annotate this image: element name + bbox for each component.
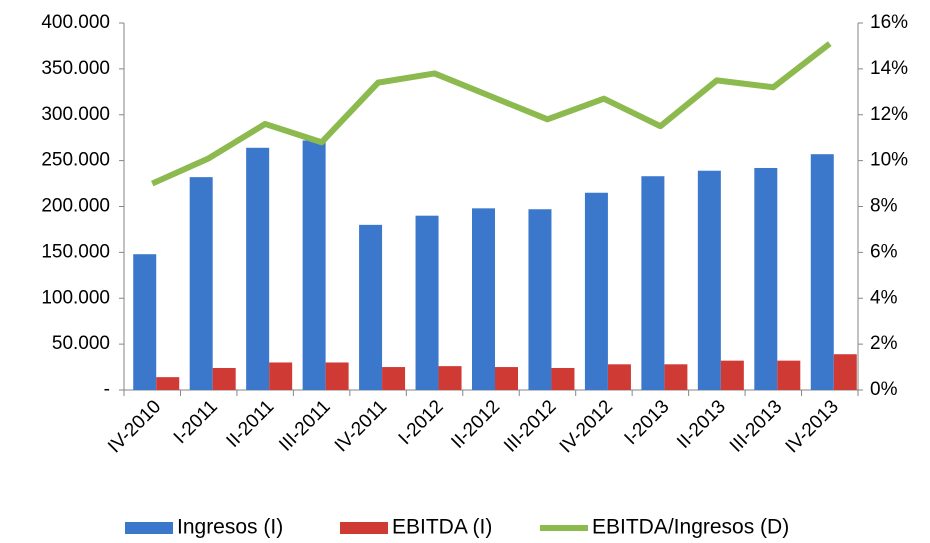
y-tick-label: 300.000 — [41, 104, 110, 125]
bar — [472, 208, 495, 390]
y-tick-label: 400.000 — [41, 12, 110, 33]
legend-label: Ingresos (I) — [177, 516, 283, 539]
bar — [212, 367, 236, 390]
bar — [415, 215, 439, 390]
bar — [777, 360, 801, 390]
legend-label: EBITDA (I) — [392, 516, 492, 539]
x-tick-label: II-2011 — [223, 396, 279, 452]
bar — [664, 364, 688, 390]
y2-tick-label: 12% — [870, 104, 908, 125]
x-tick-label: II-2013 — [673, 396, 730, 453]
bar — [495, 367, 518, 390]
x-tick-label: IV-2013 — [782, 396, 843, 457]
bar — [720, 360, 744, 390]
x-tick-label: IV-2011 — [331, 396, 391, 456]
bar — [156, 377, 180, 390]
bar — [528, 209, 552, 390]
bar — [607, 364, 631, 390]
y2-tick-label: 14% — [870, 58, 908, 79]
bar — [833, 354, 857, 390]
y2-tick-label: 4% — [870, 287, 898, 308]
y-tick-label: 150.000 — [41, 241, 110, 262]
x-tick-label: II-2012 — [447, 396, 504, 453]
legend-label: EBITDA/Ingresos (D) — [592, 516, 789, 539]
bar — [584, 192, 608, 390]
x-tick-label: III-2011 — [275, 396, 334, 455]
y-tick-label: 200.000 — [41, 196, 110, 217]
bar — [133, 254, 157, 390]
x-tick-label: III-2013 — [726, 396, 786, 456]
y2-tick-label: 2% — [870, 333, 898, 354]
bar — [551, 367, 575, 390]
y2-tick-label: 8% — [870, 196, 898, 217]
bar — [641, 176, 665, 390]
x-tick-label: III-2012 — [500, 396, 560, 456]
y2-tick-label: 16% — [870, 12, 908, 33]
y-tick-label: 50.000 — [52, 333, 110, 354]
bar — [697, 170, 721, 390]
bar — [302, 140, 326, 390]
legend-swatch — [540, 525, 588, 531]
line — [151, 41, 832, 187]
bar — [810, 154, 834, 390]
y-tick-label: 250.000 — [41, 150, 110, 171]
bar — [754, 167, 778, 390]
y2-tick-label: 0% — [870, 379, 898, 400]
y-tick-label: 350.000 — [41, 58, 110, 79]
bar — [269, 362, 293, 390]
bar — [359, 224, 383, 390]
bar — [325, 362, 349, 390]
x-tick-label: I-2011 — [170, 396, 222, 448]
x-tick-label: IV-2010 — [104, 396, 165, 457]
y2-tick-label: 10% — [870, 150, 908, 171]
y-tick-label: 100.000 — [41, 287, 110, 308]
bar — [438, 366, 462, 390]
x-tick-label: IV-2012 — [556, 396, 617, 457]
y-tick-label: - — [104, 379, 110, 400]
legend-swatch — [340, 522, 388, 534]
bar — [246, 147, 270, 390]
y2-tick-label: 6% — [870, 241, 898, 262]
bar — [382, 367, 406, 390]
x-tick-label: I-2012 — [395, 396, 448, 449]
legend-swatch — [125, 522, 173, 534]
x-tick-label: I-2013 — [621, 396, 674, 449]
bar — [189, 177, 213, 390]
